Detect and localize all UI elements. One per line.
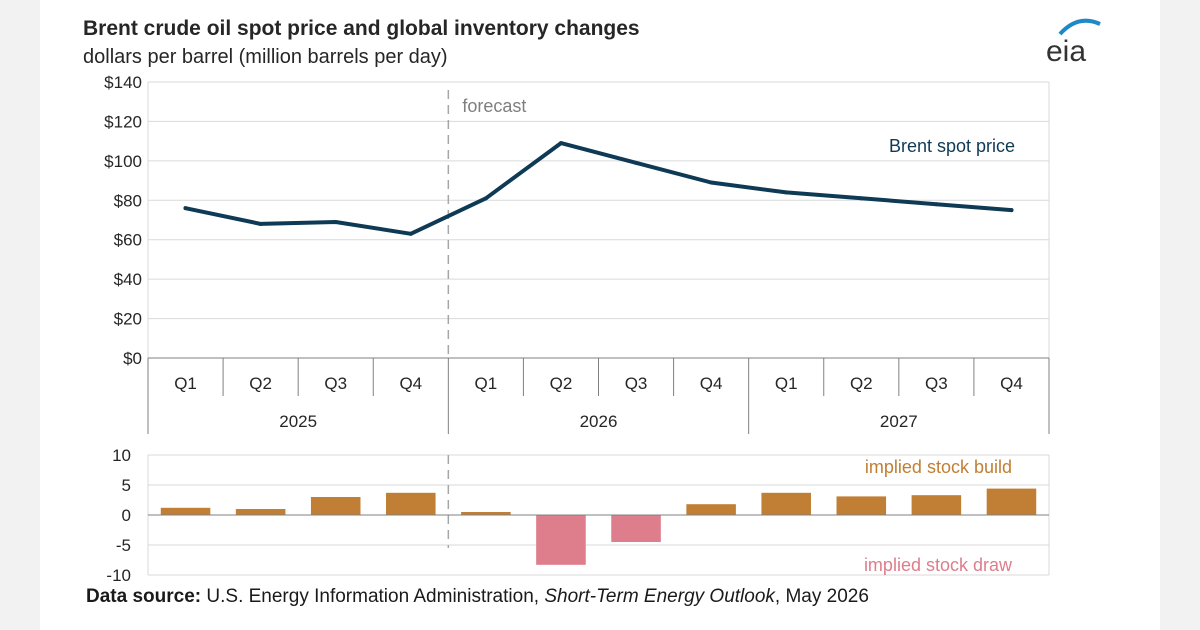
chart-title: Brent crude oil spot price and global in… [83,17,640,40]
eia-logo: eia [1046,18,1101,68]
brent-price-line [183,141,1014,236]
price-ytick-label: $40 [114,270,142,289]
stock-build-bar [461,512,511,515]
quarter-label: Q4 [399,374,422,393]
price-ytick-label: $80 [114,191,142,210]
year-label: 2025 [279,412,317,431]
price-ytick-label: $20 [114,310,142,329]
quarter-label: Q1 [775,374,798,393]
eia-logo-text: eia [1046,35,1086,68]
stock-build-bar [310,497,361,515]
label-stock-build: implied stock build [865,457,1012,477]
quarter-label: Q3 [925,374,948,393]
source-publication: Short-Term Energy Outlook [544,586,775,607]
quarter-label: Q2 [850,374,873,393]
source-text: U.S. Energy Information Administration, [206,586,540,607]
quarter-label: Q2 [249,374,272,393]
stock-build-bar [386,492,436,515]
bar-ytick-label: 10 [112,446,131,465]
brent-price-point [258,221,263,226]
bar-ytick-label: -5 [116,536,131,555]
price-ytick-label: $120 [104,112,142,131]
series-label-brent: Brent spot price [889,136,1015,156]
source-label: Data source: [86,586,202,607]
quarter-label: Q1 [475,374,498,393]
brent-price-point [333,219,338,224]
brent-price-point [934,202,939,207]
bar-ytick-label: 5 [122,476,131,495]
price-ytick-label: $140 [104,73,142,92]
stock-build-bar [836,496,887,515]
stock-build-bar [911,495,962,515]
quarter-label: Q3 [625,374,648,393]
quarter-label: Q4 [700,374,723,393]
quarter-label: Q4 [1000,374,1023,393]
stock-build-bar [686,504,736,515]
stock-build-bar [761,492,811,515]
inventory-panel: -10 -5 0 5 10 implied stock build implied stoc… [106,446,1050,585]
stock-build-bar [160,507,211,515]
brent-price-point [1009,208,1014,213]
brent-price-point [483,196,488,201]
price-ytick-label: $0 [123,349,142,368]
brent-price-point [558,141,563,146]
stock-build-bar [986,488,1037,515]
quarter-label: Q1 [174,374,197,393]
price-ytick-label: $100 [104,152,142,171]
price-panel: $0 $20 $40 $60 $80 $100 $120 $140 Q1 Q2 Q3 Q4 Q1 Q2 Q3… [104,73,1050,434]
price-ytick-label: $60 [114,231,142,250]
chart-card [40,0,1160,630]
source-date: , May 2026 [774,586,869,607]
year-label: 2027 [880,412,918,431]
forecast-label: forecast [462,96,526,116]
brent-price-point [709,180,714,185]
brent-price-point [784,190,789,195]
brent-price-point [634,160,639,165]
year-label: 2026 [580,412,618,431]
brent-price-point [183,206,188,211]
chart-subtitle: dollars per barrel (million barrels per … [83,46,448,68]
label-stock-draw: implied stock draw [864,555,1013,575]
stock-build-bar [235,509,286,515]
data-source: Data source: U.S. Energy Information Adm… [86,586,869,608]
bar-ytick-label: 0 [122,506,131,525]
quarter-label: Q2 [550,374,573,393]
stock-draw-bar [611,515,661,542]
quarter-label: Q3 [324,374,347,393]
brent-price-point [859,196,864,201]
bar-ytick-label: -10 [106,566,131,585]
stock-draw-bar [536,515,586,565]
brent-price-point [408,231,413,236]
eia-logo-arc [1058,18,1101,36]
